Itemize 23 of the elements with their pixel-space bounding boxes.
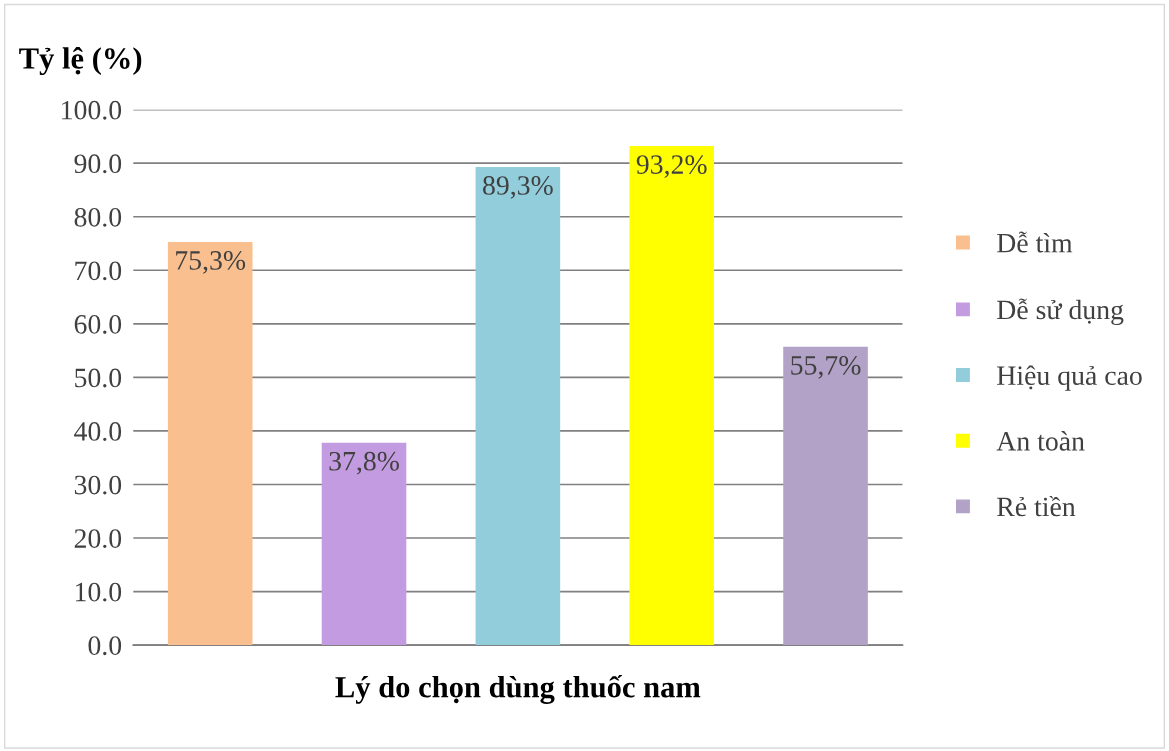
y-tick-label: 30.0 — [74, 475, 122, 495]
legend-label: Rẻ tiền — [997, 495, 1076, 517]
data-label: 89,3% — [483, 176, 553, 199]
y-tick-label: 60.0 — [74, 315, 122, 334]
data-label: 93,2% — [636, 155, 707, 178]
data-label: 75,3% — [176, 251, 246, 274]
y-tick-label: 80.0 — [74, 207, 122, 227]
legend-label: Dễ tìm — [997, 231, 1073, 253]
y-tick-label: 50.0 — [75, 368, 122, 388]
legend-label: An toàn — [996, 431, 1085, 451]
y-tick-label: 70.0 — [75, 261, 122, 281]
y-axis-title: Tỷ lệ (%) — [19, 46, 142, 76]
y-tick-label: 90.0 — [74, 154, 122, 174]
y-tick-label: 100.0 — [62, 100, 122, 120]
x-axis-title: Lý do chọn dùng thuốc nam — [335, 674, 701, 704]
legend-label: Dễ sử dụng — [997, 298, 1124, 326]
y-tick-label: 20.0 — [74, 529, 122, 549]
y-tick-label: 10.0 — [75, 582, 122, 602]
data-label: 55,7% — [791, 355, 861, 379]
data-label: 37,8% — [329, 451, 399, 475]
legend-label: Hiệu quả cao — [997, 365, 1142, 391]
y-tick-label: 0.0 — [88, 636, 122, 656]
y-tick-label: 40.0 — [74, 422, 122, 441]
